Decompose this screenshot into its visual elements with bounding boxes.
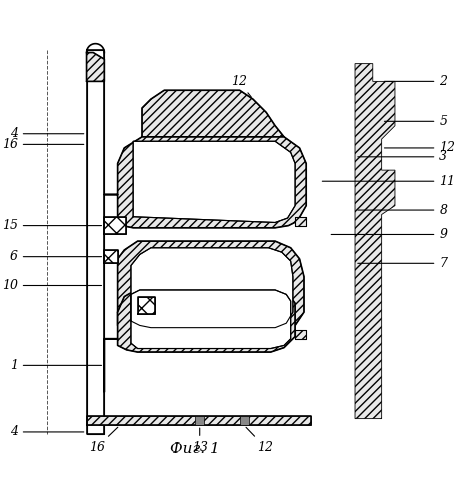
Polygon shape: [118, 241, 304, 336]
Text: 4: 4: [10, 127, 84, 140]
Text: 12: 12: [231, 75, 251, 97]
Polygon shape: [104, 288, 295, 392]
Text: 6: 6: [10, 250, 102, 263]
Polygon shape: [87, 59, 104, 434]
Polygon shape: [87, 50, 104, 434]
Polygon shape: [295, 330, 306, 338]
Text: 2: 2: [384, 75, 447, 88]
Polygon shape: [104, 137, 306, 228]
Polygon shape: [131, 290, 291, 348]
Polygon shape: [295, 216, 306, 226]
Polygon shape: [87, 416, 311, 426]
Polygon shape: [355, 64, 395, 418]
Text: 7: 7: [358, 257, 447, 270]
Text: 5: 5: [384, 115, 447, 128]
Polygon shape: [142, 90, 284, 137]
Text: 9: 9: [331, 228, 447, 241]
Polygon shape: [240, 416, 249, 426]
Polygon shape: [137, 296, 155, 314]
Text: 12: 12: [384, 142, 455, 154]
Text: Фиг. 1: Фиг. 1: [170, 442, 220, 456]
Polygon shape: [133, 142, 295, 222]
Text: 13: 13: [192, 428, 208, 454]
Text: 16: 16: [2, 138, 84, 151]
Text: 15: 15: [2, 219, 102, 232]
Text: 1: 1: [10, 359, 102, 372]
Polygon shape: [195, 416, 204, 426]
Polygon shape: [87, 52, 104, 82]
Text: 16: 16: [89, 427, 118, 454]
Polygon shape: [131, 248, 293, 328]
Text: 3: 3: [358, 150, 447, 164]
Text: 4: 4: [10, 426, 84, 438]
Text: 11: 11: [322, 174, 455, 188]
Polygon shape: [104, 250, 118, 264]
Text: 10: 10: [2, 279, 102, 292]
Text: 12: 12: [246, 428, 273, 454]
Text: 8: 8: [358, 204, 447, 216]
Polygon shape: [104, 216, 126, 234]
